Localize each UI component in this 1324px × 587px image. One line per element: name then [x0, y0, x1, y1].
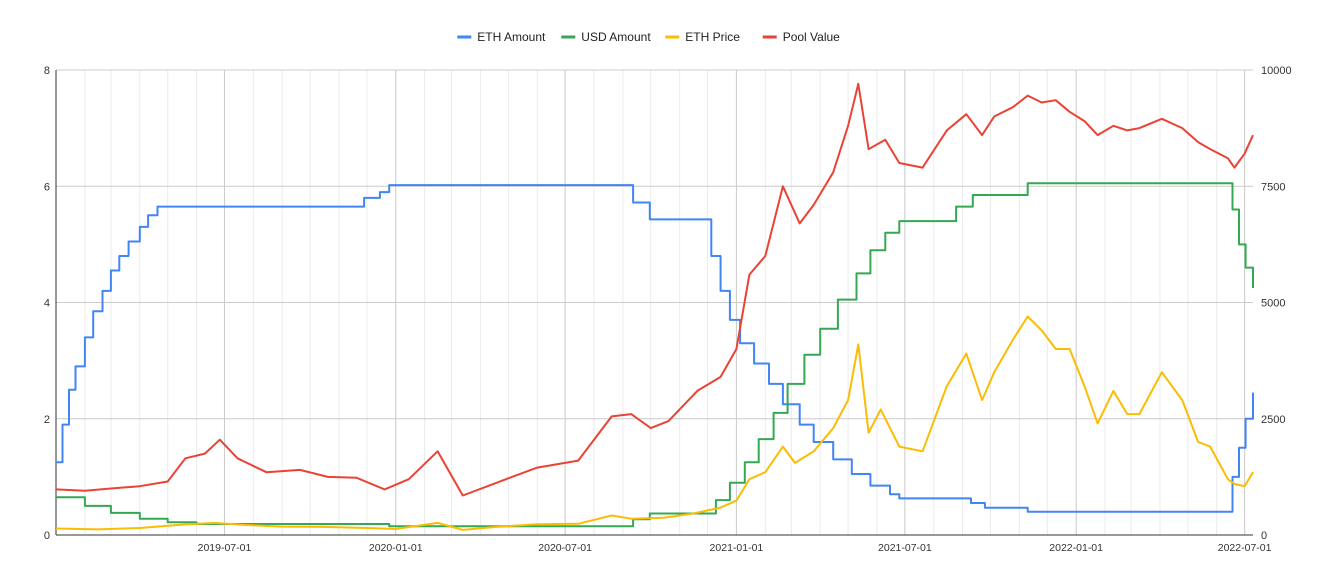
grid [56, 69, 1253, 536]
x-tick-label: 2021-01-01 [710, 542, 764, 554]
legend: ETH Amount USD Amount ETH Price Pool Value [457, 30, 840, 44]
x-tick-label: 2020-07-01 [538, 542, 592, 554]
legend-item-eth-price: ETH Price [665, 30, 740, 44]
legend-label: ETH Amount [477, 30, 546, 44]
series-line-pool-value [55, 82, 1254, 497]
series-lines [55, 82, 1254, 531]
x-tick-label: 2019-07-01 [198, 542, 252, 554]
series-line-eth-amount [56, 184, 1254, 513]
x-tick-label: 2022-01-01 [1049, 542, 1103, 554]
x-tick-label: 2022-07-01 [1218, 542, 1272, 554]
legend-label: USD Amount [581, 30, 651, 44]
legend-label: Pool Value [783, 30, 840, 44]
legend-item-pool-value: Pool Value [762, 30, 840, 44]
y-left-tick-label: 2 [44, 414, 50, 426]
y-right-tick-label: 7500 [1261, 181, 1285, 193]
series-line-eth-price [55, 315, 1254, 531]
y-right-tick-label: 10000 [1261, 65, 1292, 77]
y-left-tick-label: 4 [44, 298, 50, 310]
y-right-tick-label: 0 [1261, 530, 1267, 542]
legend-label: ETH Price [685, 30, 740, 44]
y-left-tick-label: 0 [44, 530, 50, 542]
axes: 2019-07-01 2020-01-01 2020-07-01 2021-01-01… [44, 65, 1292, 554]
series-line-usd-amount [56, 182, 1254, 528]
y-right-tick-label: 2500 [1261, 414, 1285, 426]
y-left-tick-label: 8 [44, 65, 50, 77]
legend-item-usd-amount: USD Amount [561, 30, 651, 44]
x-tick-label: 2021-07-01 [878, 542, 932, 554]
legend-item-eth-amount: ETH Amount [457, 30, 546, 44]
y-left-tick-label: 6 [44, 181, 50, 193]
y-right-tick-label: 5000 [1261, 298, 1285, 310]
x-tick-label: 2020-01-01 [369, 542, 423, 554]
